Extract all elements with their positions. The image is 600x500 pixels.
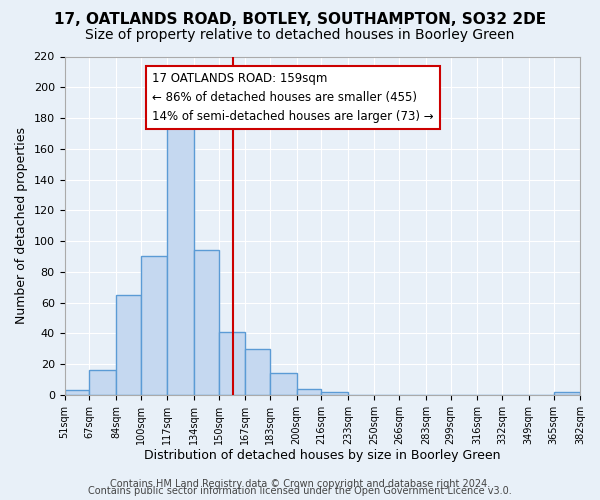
- Y-axis label: Number of detached properties: Number of detached properties: [15, 127, 28, 324]
- Bar: [167, 120, 194, 395]
- Bar: [270, 374, 296, 395]
- Bar: [296, 388, 322, 395]
- Bar: [194, 250, 219, 395]
- Bar: [116, 295, 141, 395]
- Bar: [219, 332, 245, 395]
- Text: Contains public sector information licensed under the Open Government Licence v3: Contains public sector information licen…: [88, 486, 512, 496]
- Text: 17, OATLANDS ROAD, BOTLEY, SOUTHAMPTON, SO32 2DE: 17, OATLANDS ROAD, BOTLEY, SOUTHAMPTON, …: [54, 12, 546, 28]
- Bar: [554, 392, 580, 395]
- Text: Contains HM Land Registry data © Crown copyright and database right 2024.: Contains HM Land Registry data © Crown c…: [110, 479, 490, 489]
- Bar: [89, 370, 116, 395]
- Bar: [245, 348, 270, 395]
- X-axis label: Distribution of detached houses by size in Boorley Green: Distribution of detached houses by size …: [144, 450, 500, 462]
- Bar: [141, 256, 167, 395]
- Text: Size of property relative to detached houses in Boorley Green: Size of property relative to detached ho…: [85, 28, 515, 42]
- Text: 17 OATLANDS ROAD: 159sqm
← 86% of detached houses are smaller (455)
14% of semi-: 17 OATLANDS ROAD: 159sqm ← 86% of detach…: [152, 72, 434, 122]
- Bar: [65, 390, 89, 395]
- Bar: [322, 392, 348, 395]
